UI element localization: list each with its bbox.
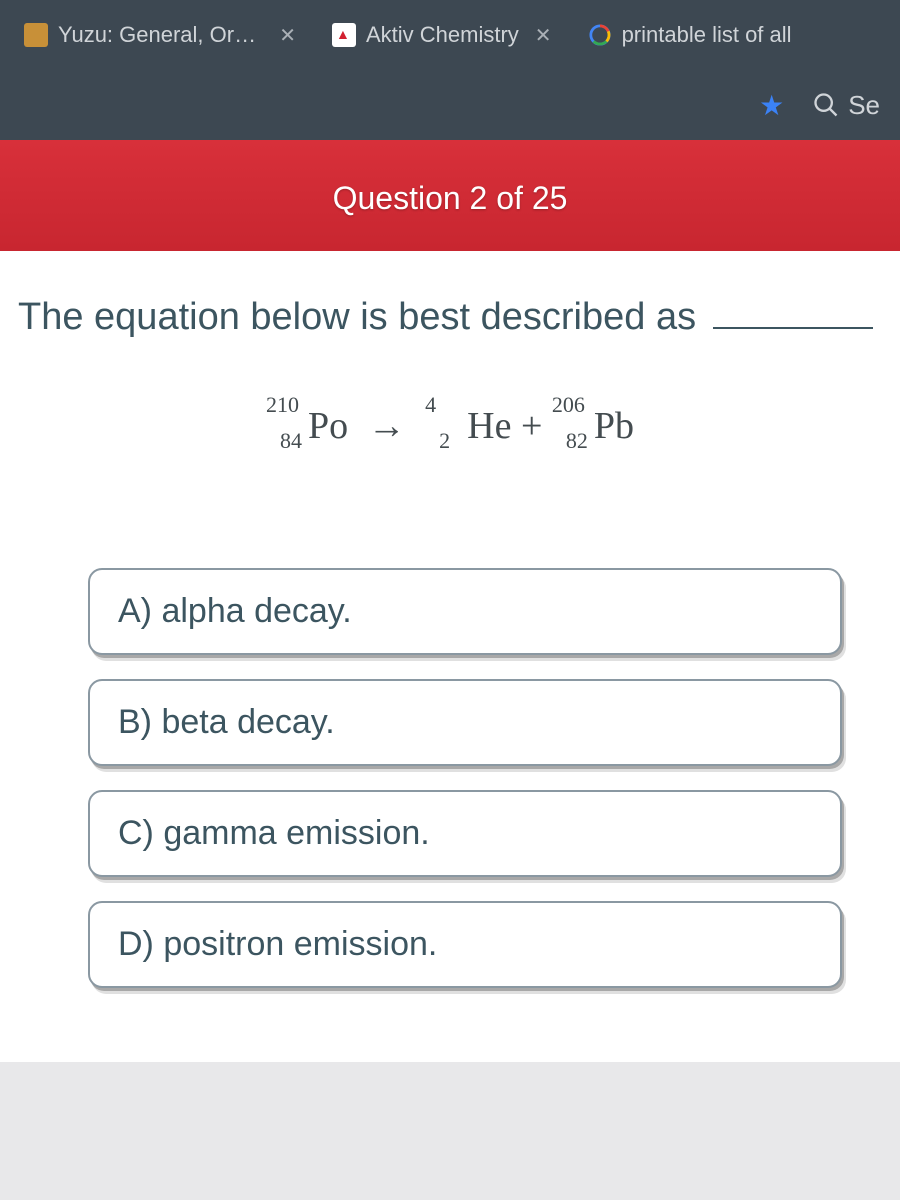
- tab-aktiv[interactable]: Aktiv Chemistry ✕: [318, 14, 566, 56]
- tab-title: printable list of all: [622, 22, 792, 48]
- favicon-aktiv-icon: [332, 23, 356, 47]
- question-counter: Question 2 of 25: [333, 180, 568, 216]
- favicon-yuzu-icon: [24, 23, 48, 47]
- option-d[interactable]: D) positron emission.: [88, 901, 842, 988]
- browser-toolbar: ★ Se: [0, 70, 900, 140]
- question-prompt: The equation below is best described as: [18, 291, 882, 344]
- prompt-text: The equation below is best described as: [18, 296, 696, 338]
- close-icon[interactable]: ✕: [535, 23, 552, 48]
- tab-yuzu[interactable]: Yuzu: General, Organ ✕: [10, 14, 310, 56]
- tab-google[interactable]: printable list of all: [574, 14, 806, 56]
- product-pb: 206 82 Pb: [552, 404, 634, 448]
- option-b[interactable]: B) beta decay.: [88, 679, 842, 766]
- plus-sign: +: [521, 405, 552, 447]
- element-symbol: Pb: [594, 405, 634, 447]
- atomic-number: 82: [566, 428, 588, 454]
- element-symbol: Po: [308, 405, 348, 447]
- favicon-google-icon: [588, 23, 612, 47]
- mass-number: 206: [552, 392, 585, 418]
- reactant: 210 84 Po: [266, 404, 348, 448]
- search-control[interactable]: Se: [812, 90, 880, 121]
- search-icon: [812, 91, 840, 119]
- option-c[interactable]: C) gamma emission.: [88, 790, 842, 877]
- fill-blank: [713, 327, 873, 329]
- answer-options: A) alpha decay. B) beta decay. C) gamma …: [18, 568, 882, 988]
- browser-tab-bar: Yuzu: General, Organ ✕ Aktiv Chemistry ✕…: [0, 0, 900, 70]
- product-he: 4 2 He: [425, 404, 511, 448]
- atomic-number: 84: [280, 428, 302, 454]
- bookmark-star-icon[interactable]: ★: [759, 89, 784, 122]
- mass-number: 4: [425, 392, 436, 418]
- tab-title: Aktiv Chemistry: [366, 22, 519, 48]
- atomic-number: 2: [439, 428, 450, 454]
- question-content: The equation below is best described as …: [0, 251, 900, 1062]
- tab-title: Yuzu: General, Organ: [58, 22, 263, 48]
- option-a[interactable]: A) alpha decay.: [88, 568, 842, 655]
- close-icon[interactable]: ✕: [279, 23, 296, 48]
- question-header: Question 2 of 25: [0, 140, 900, 251]
- arrow-icon: →: [358, 405, 416, 447]
- search-label: Se: [848, 90, 880, 121]
- element-symbol: He: [467, 405, 511, 447]
- nuclear-equation: 210 84 Po → 4 2 He + 206 82 Pb: [18, 404, 882, 448]
- mass-number: 210: [266, 392, 299, 418]
